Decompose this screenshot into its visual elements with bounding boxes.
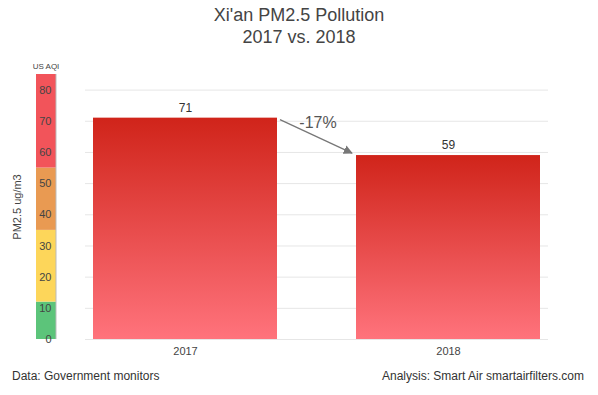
svg-text:70: 70 xyxy=(39,115,51,127)
svg-text:59: 59 xyxy=(442,138,456,152)
svg-text:2017: 2017 xyxy=(173,345,197,357)
svg-text:71: 71 xyxy=(179,101,193,115)
html-text:2017 vs. 2018: 2017 vs. 2018 xyxy=(242,27,356,47)
svg-text:50: 50 xyxy=(39,177,51,189)
svg-text:40: 40 xyxy=(39,208,51,220)
html-text:Xi'an PM2.5 Pollution: Xi'an PM2.5 Pollution xyxy=(213,5,385,25)
html-text:Analysis: Smart Air smartairfi: Analysis: Smart Air smartairfilters.com xyxy=(382,369,584,383)
svg-text:0: 0 xyxy=(45,333,51,345)
svg-text:30: 30 xyxy=(39,239,51,251)
svg-text:20: 20 xyxy=(39,271,51,283)
svg-text:10: 10 xyxy=(39,302,51,314)
svg-text:-17%: -17% xyxy=(299,114,336,131)
svg-text:80: 80 xyxy=(39,84,51,96)
svg-text:PM2.5 ug/m3: PM2.5 ug/m3 xyxy=(11,174,23,239)
svg-text:2018: 2018 xyxy=(436,345,460,357)
svg-text:US AQI: US AQI xyxy=(33,62,60,71)
svg-text:60: 60 xyxy=(39,146,51,158)
html-text:Data: Government monitors: Data: Government monitors xyxy=(12,369,160,383)
